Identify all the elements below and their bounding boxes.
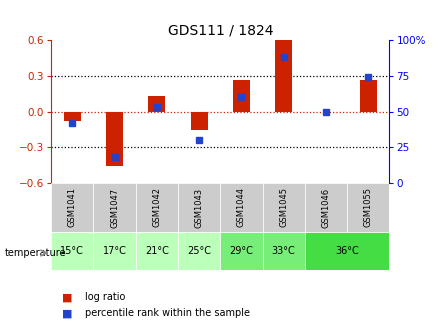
Text: temperature: temperature bbox=[4, 248, 66, 258]
Bar bbox=[51, 183, 93, 232]
Bar bbox=[360, 80, 376, 112]
Text: ■: ■ bbox=[62, 308, 73, 318]
Bar bbox=[220, 183, 263, 232]
Bar bbox=[263, 232, 305, 270]
Title: GDS111 / 1824: GDS111 / 1824 bbox=[167, 24, 273, 38]
Bar bbox=[136, 183, 178, 232]
Bar bbox=[178, 232, 220, 270]
Bar bbox=[347, 183, 389, 232]
Text: 36°C: 36°C bbox=[335, 246, 359, 256]
Bar bbox=[136, 232, 178, 270]
Bar bbox=[64, 112, 81, 121]
Text: GSM1046: GSM1046 bbox=[321, 187, 331, 227]
Text: percentile rank within the sample: percentile rank within the sample bbox=[85, 308, 250, 318]
Text: GSM1044: GSM1044 bbox=[237, 187, 246, 227]
Bar bbox=[263, 183, 305, 232]
Bar bbox=[106, 112, 123, 166]
Text: GSM1045: GSM1045 bbox=[279, 187, 288, 227]
Text: 33°C: 33°C bbox=[272, 246, 295, 256]
Text: log ratio: log ratio bbox=[85, 292, 125, 302]
Bar bbox=[149, 96, 166, 112]
Bar bbox=[305, 183, 347, 232]
Text: 15°C: 15°C bbox=[61, 246, 84, 256]
Bar bbox=[191, 112, 207, 130]
Bar bbox=[93, 232, 136, 270]
Bar bbox=[275, 40, 292, 112]
Bar bbox=[220, 232, 263, 270]
Text: ■: ■ bbox=[62, 292, 73, 302]
Bar bbox=[233, 80, 250, 112]
Bar bbox=[93, 183, 136, 232]
Bar bbox=[305, 232, 389, 270]
Bar bbox=[178, 183, 220, 232]
Text: GSM1047: GSM1047 bbox=[110, 187, 119, 227]
Text: 17°C: 17°C bbox=[103, 246, 126, 256]
Text: GSM1042: GSM1042 bbox=[152, 187, 162, 227]
Bar bbox=[51, 232, 93, 270]
Text: 21°C: 21°C bbox=[145, 246, 169, 256]
Text: GSM1041: GSM1041 bbox=[68, 187, 77, 227]
Text: GSM1043: GSM1043 bbox=[194, 187, 204, 227]
Text: 29°C: 29°C bbox=[230, 246, 253, 256]
Text: GSM1055: GSM1055 bbox=[364, 187, 373, 227]
Text: 25°C: 25°C bbox=[187, 246, 211, 256]
